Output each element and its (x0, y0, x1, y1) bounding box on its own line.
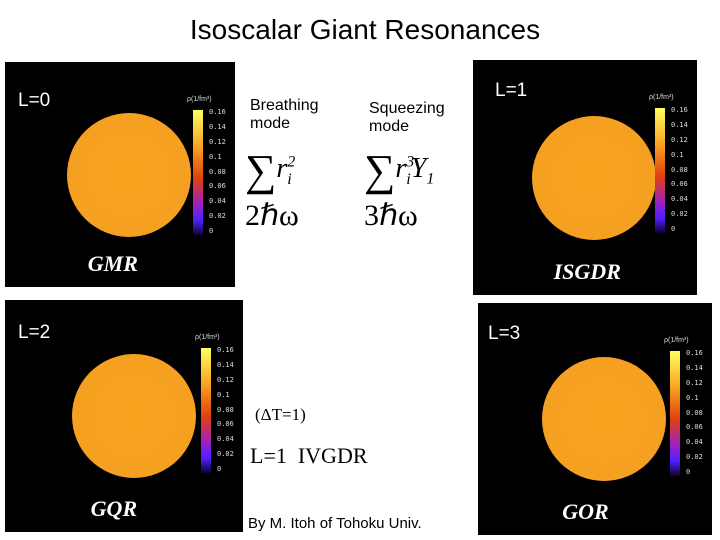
operator: ∑r3iY1 (364, 145, 434, 196)
sum: ∑ (364, 146, 396, 195)
multipolarity: L=2 (18, 322, 51, 343)
colorbar-tick: 0.02 (686, 453, 703, 462)
colorbar-tick: 0 (209, 227, 214, 235)
colorbar (193, 110, 203, 235)
sup: 3 (406, 153, 415, 171)
density-panel: ρ(1/fm³) 0.16 0.14 0.12 0.1 0.08 0.06 0.04 0.02 0… (478, 303, 712, 535)
density-panel: ρ(1/fm³) 0.16 0.14 0.12 0.1 0.08 0.06 0.04 0.02 0… (5, 62, 235, 287)
sup: 2 (287, 153, 296, 171)
colorbar-unit: ρ(1/fm³) (664, 337, 689, 344)
ysub: 1 (426, 170, 435, 188)
colorbar-tick: 0.04 (217, 435, 234, 444)
sub: i (406, 170, 411, 188)
colorbar-tick: 0.16 (671, 106, 688, 114)
colorbar-tick: 0.14 (209, 122, 226, 131)
colorbar-tick: 0.08 (209, 167, 226, 176)
multipolarity: L=1 (495, 80, 528, 101)
colorbar-tick: 0.02 (671, 210, 688, 219)
colorbar-tick: 0.06 (217, 420, 234, 429)
colorbar-tick: 0.1 (209, 152, 222, 161)
colorbar-tick: 0.02 (209, 212, 226, 221)
colorbar-tick: 0.14 (686, 363, 703, 372)
colorbar-unit: ρ(1/fm³) (195, 334, 220, 341)
colorbar-tick: 0.14 (671, 120, 688, 129)
mode-name: Squeezing mode (369, 100, 445, 135)
sub: i (287, 170, 292, 188)
nucleus (542, 357, 667, 481)
colorbar-tick: 0.16 (217, 346, 234, 354)
colorbar-tick: 0.06 (686, 423, 703, 432)
r: r (276, 153, 288, 184)
resonance-name: GMR (87, 251, 138, 276)
colorbar-tick: 0.06 (209, 182, 226, 191)
colorbar-tick: 0.04 (671, 195, 688, 204)
colorbar-tick: 0 (686, 468, 691, 476)
colorbar-tick: 0 (671, 225, 676, 233)
colorbar-tick: 0.1 (686, 393, 699, 402)
title: Isoscalar Giant Resonances (189, 14, 541, 45)
colorbar-tick: 0.12 (217, 375, 234, 384)
colorbar-tick: 0.1 (671, 150, 684, 159)
density-panel: ρ(1/fm³) 0.16 0.14 0.12 0.1 0.08 0.06 0.04 0.02 0… (473, 60, 697, 295)
colorbar-tick: 0.08 (671, 165, 688, 174)
energy: 3ℏω (364, 199, 418, 232)
density-panel: ρ(1/fm³) 0.16 0.14 0.12 0.1 0.08 0.06 0.04 0.02 0… (5, 300, 243, 532)
operator: ∑r2i (245, 145, 296, 196)
colorbar-tick: 0.12 (686, 378, 703, 387)
colorbar-tick: 0.14 (217, 360, 234, 369)
colorbar-tick: 0.08 (686, 408, 703, 417)
colorbar-tick: 0 (217, 465, 222, 473)
colorbar-tick: 0.04 (686, 438, 703, 447)
nucleus (67, 112, 192, 237)
colorbar (670, 351, 680, 476)
colorbar-unit: ρ(1/fm³) (187, 96, 212, 103)
colorbar-tick: 0.08 (217, 405, 234, 414)
energy: 2ℏω (245, 199, 299, 232)
colorbar-tick: 0.02 (217, 450, 234, 459)
y: Y (410, 153, 427, 184)
colorbar-tick: 0.1 (217, 390, 230, 399)
resonance-name: GOR (562, 499, 609, 524)
ivgdr: L=1 IVGDR (250, 443, 368, 468)
multipolarity: L=3 (488, 323, 521, 344)
resonance-name: GQR (90, 496, 138, 521)
multipolarity: L=0 (18, 90, 51, 111)
colorbar-unit: ρ(1/fm³) (649, 94, 674, 101)
mode-name: Breathing mode (250, 97, 319, 132)
colorbar-tick: 0.16 (686, 349, 703, 357)
colorbar (655, 108, 665, 233)
colorbar-tick: 0.04 (209, 197, 226, 206)
colorbar (201, 348, 211, 473)
credit: By M. Itoh of Tohoku Univ. (248, 515, 422, 532)
colorbar-tick: 0.06 (671, 180, 688, 189)
nucleus (71, 354, 196, 478)
isospin: (ΔT=1) (255, 405, 306, 424)
sum: ∑ (245, 146, 277, 195)
colorbar-tick: 0.16 (209, 108, 226, 116)
r: r (395, 153, 407, 184)
colorbar-tick: 0.12 (671, 135, 688, 144)
nucleus (531, 115, 656, 240)
colorbar-tick: 0.12 (209, 137, 226, 146)
resonance-name: ISGDR (553, 259, 621, 284)
